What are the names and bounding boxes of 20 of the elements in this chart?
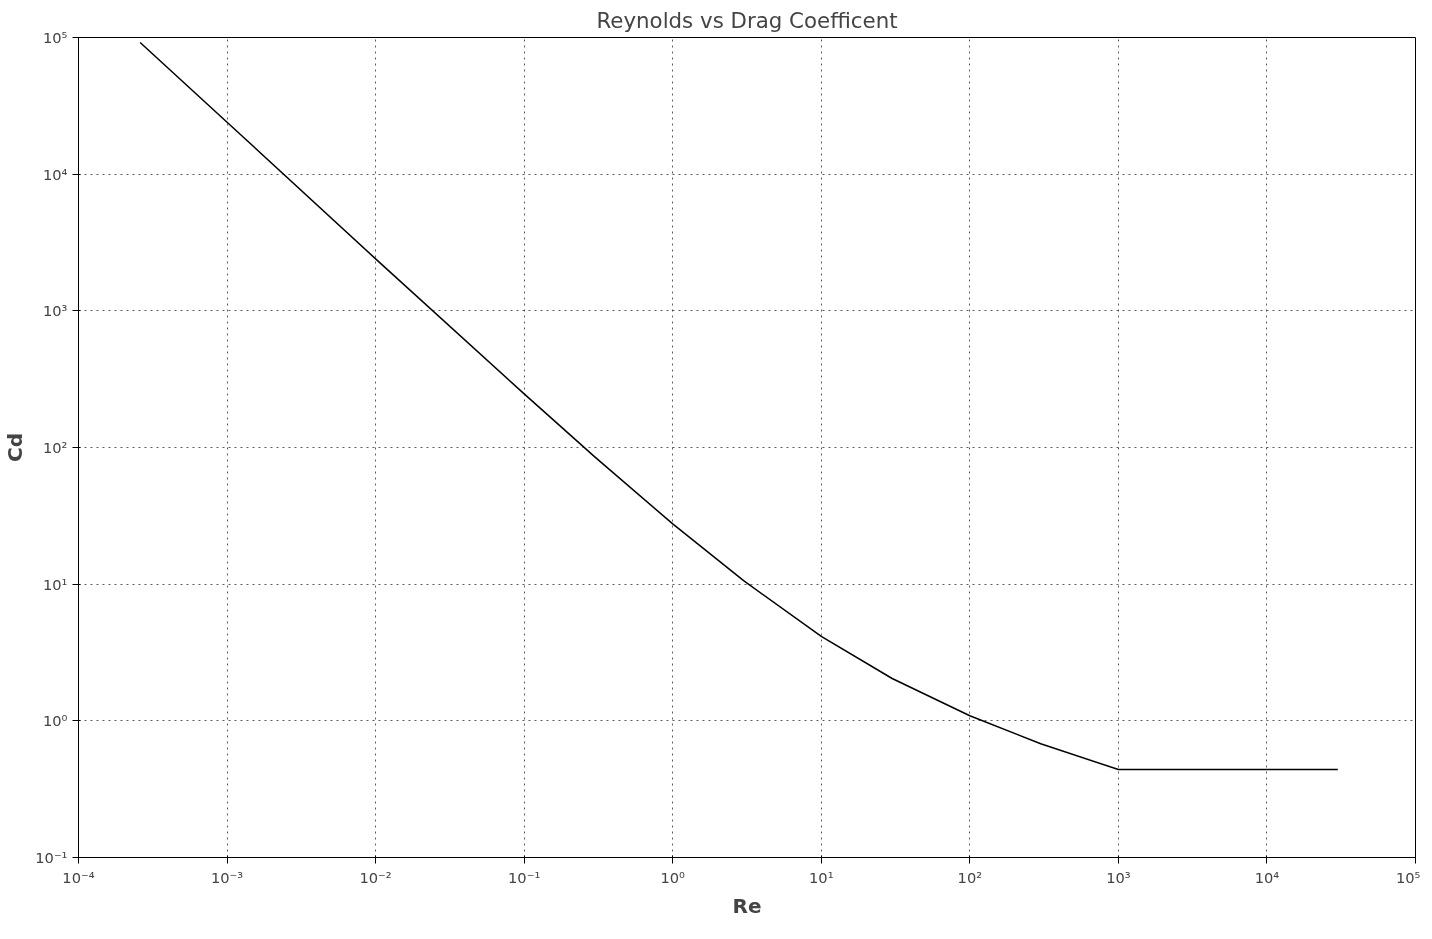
y-tick-label: 10⁵ — [42, 29, 68, 46]
x-tick-label: 10⁻³ — [210, 868, 244, 886]
y-tick-label: 10¹ — [42, 575, 68, 593]
y-axis-title: Cd — [3, 433, 28, 462]
x-tick-label: 10⁻⁴ — [62, 868, 95, 886]
y-tick-label: 10³ — [42, 302, 68, 320]
x-tick-label: 10⁻² — [359, 868, 392, 886]
y-tick-label: 10⁰ — [42, 712, 68, 730]
chart-title: Reynolds vs Drag Coefficent — [596, 7, 898, 33]
x-tick-label: 10² — [957, 868, 983, 886]
x-tick-label: 10⁴ — [1254, 868, 1280, 886]
y-tick-label: 10⁴ — [42, 165, 68, 183]
x-tick-label: 10⁻¹ — [508, 868, 541, 886]
x-tick-label: 10⁰ — [660, 868, 686, 886]
y-tick-label: 10² — [42, 439, 68, 456]
x-axis-title: Re — [732, 893, 762, 918]
y-tick-label: 10⁻¹ — [35, 849, 68, 866]
x-tick-label: 10¹ — [809, 868, 834, 886]
x-tick-label: 10⁵ — [1395, 868, 1421, 886]
x-tick-label: 10³ — [1106, 868, 1131, 886]
